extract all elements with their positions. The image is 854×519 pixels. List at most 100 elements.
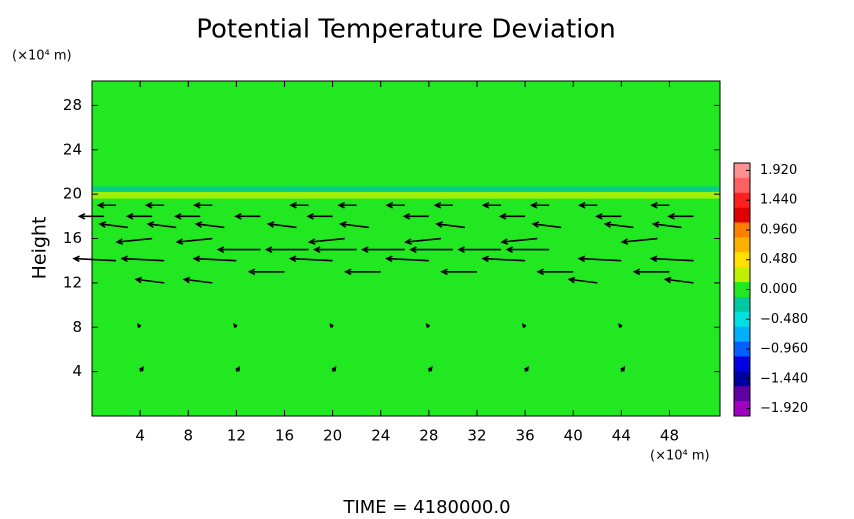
arrow	[427, 365, 433, 373]
colorbar-swatch	[734, 356, 750, 372]
arrow	[435, 221, 466, 229]
colorbar-label: −0.960	[760, 342, 808, 357]
arrow	[385, 201, 405, 209]
colorbar-swatch	[734, 341, 750, 357]
arrow	[337, 201, 357, 209]
y-tick-label: 12	[63, 273, 82, 291]
arrow	[139, 365, 144, 373]
colorbar-swatch	[734, 222, 750, 238]
colorbar-label: −0.480	[760, 312, 808, 327]
x-tick-label: 16	[275, 427, 294, 445]
x-tick-label: 44	[612, 427, 631, 445]
arrow	[402, 213, 429, 220]
arrow	[134, 276, 165, 284]
arrow	[409, 246, 453, 253]
arrow	[182, 276, 213, 284]
arrow	[120, 255, 165, 263]
colorbar-swatch	[734, 267, 750, 283]
colorbar-swatch	[734, 282, 750, 298]
arrow	[192, 255, 237, 263]
arrow	[425, 322, 431, 328]
arrow	[595, 213, 622, 220]
arrow	[331, 365, 337, 373]
arrow	[360, 246, 405, 253]
colorbar-swatch	[734, 207, 750, 223]
arrow	[667, 213, 694, 220]
x-tick-label: 24	[371, 427, 390, 445]
arrow	[235, 365, 241, 373]
arrow	[457, 246, 502, 253]
plot-frame	[91, 80, 721, 417]
arrow	[500, 237, 538, 245]
arrow	[498, 213, 526, 220]
arrow	[194, 221, 225, 229]
arrow	[312, 246, 357, 253]
arrow	[247, 268, 285, 276]
arrow	[440, 268, 477, 276]
y-tick-label: 28	[63, 96, 82, 114]
colorbar-swatch	[734, 386, 750, 402]
colorbar-label: 0.960	[760, 222, 797, 237]
y-tick-label: 20	[63, 185, 82, 203]
arrow	[663, 276, 694, 284]
arrow	[115, 237, 153, 245]
arrow	[618, 322, 623, 328]
arrow	[567, 276, 598, 284]
arrow	[216, 246, 261, 253]
arrow	[192, 201, 213, 209]
chart-title: Potential Temperature Deviation	[196, 15, 616, 45]
colorbar-swatch	[734, 371, 750, 387]
arrow	[98, 221, 129, 229]
x-tick-label: 28	[419, 427, 438, 445]
arrow	[343, 268, 381, 276]
arrow	[234, 213, 261, 220]
x-tick-label: 4	[135, 427, 145, 445]
arrow	[329, 322, 334, 328]
arrow	[632, 268, 670, 276]
arrow	[433, 201, 453, 209]
x-tick-label: 48	[660, 427, 679, 445]
colorbar-swatch	[734, 177, 750, 194]
field	[92, 81, 720, 416]
colorbar-swatch	[734, 163, 750, 179]
arrow	[96, 201, 117, 209]
y-tick-label: 24	[63, 140, 82, 158]
y-unit: (×10⁴ m)	[12, 49, 72, 64]
footer: TIME = 4180000.0	[342, 497, 510, 518]
arrow	[505, 246, 550, 253]
arrow	[233, 322, 238, 328]
x-tick-label: 32	[467, 427, 486, 445]
y-tick-label: 16	[63, 229, 82, 247]
arrow	[531, 221, 562, 229]
colorbar-label: 0.000	[760, 282, 797, 297]
x-tick-label: 12	[227, 427, 246, 445]
y-tick-label: 4	[72, 362, 82, 380]
field-band	[92, 186, 720, 192]
arrow	[289, 201, 309, 209]
colorbar-label: −1.920	[760, 401, 808, 416]
arrow	[306, 213, 333, 220]
colorbar-swatch	[734, 252, 750, 268]
arrow	[146, 221, 177, 229]
colorbar-label: −1.440	[760, 371, 808, 386]
field-band	[92, 191, 720, 199]
arrow	[481, 201, 502, 209]
arrow	[72, 255, 117, 263]
arrow	[620, 237, 658, 245]
colorbar-swatch	[734, 326, 750, 342]
colorbar-label: 1.920	[760, 163, 797, 178]
x-unit: (×10⁴ m)	[650, 449, 710, 464]
arrow	[175, 237, 213, 245]
arrow	[577, 255, 622, 263]
arrow	[536, 268, 574, 276]
colorbar-swatch	[734, 237, 750, 253]
arrow	[603, 221, 634, 229]
arrow	[524, 365, 529, 373]
arrow	[650, 201, 670, 209]
arrow	[620, 365, 626, 373]
colorbar-swatch	[734, 192, 750, 208]
arrow	[125, 213, 153, 220]
arrow	[136, 322, 142, 328]
arrow	[288, 255, 333, 263]
